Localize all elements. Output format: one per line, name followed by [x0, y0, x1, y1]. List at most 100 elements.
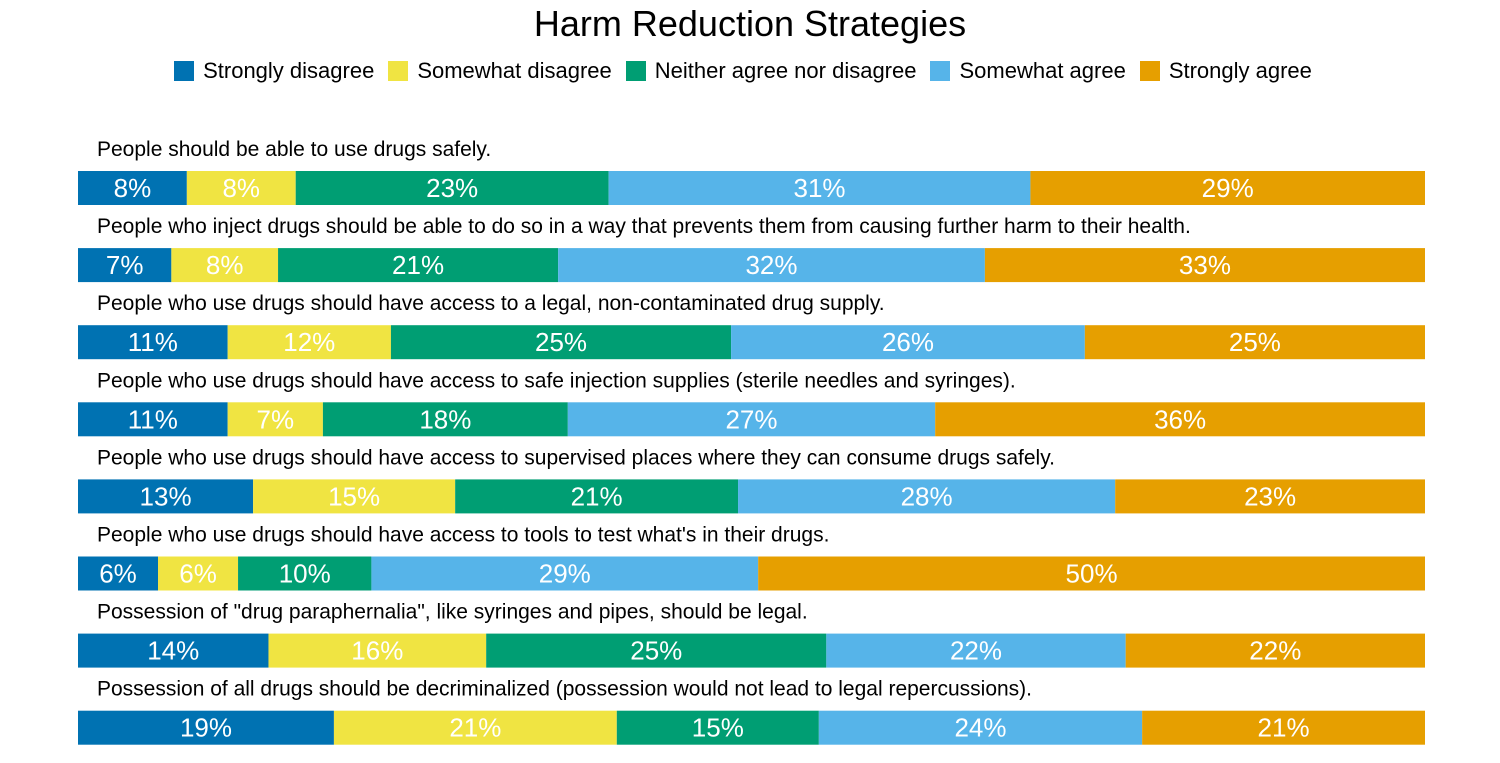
- bar-segment-strongly-agree: [1115, 479, 1425, 514]
- data-label: 36%: [1154, 404, 1206, 434]
- data-label: 24%: [954, 713, 1006, 743]
- bar-segment-strongly-disagree: [78, 479, 254, 514]
- legend-item-strongly-disagree: Strongly disagree: [174, 58, 374, 84]
- data-label: 21%: [1258, 713, 1310, 743]
- bar-segment-strongly-agree: [984, 248, 1425, 283]
- data-label: 22%: [950, 636, 1002, 666]
- data-label: 13%: [140, 481, 192, 511]
- bar-segment-strongly-agree: [935, 402, 1425, 437]
- chart-title: Harm Reduction Strategies: [533, 3, 967, 44]
- bar-segment-somewhat-disagree: [227, 402, 323, 437]
- legend-item-somewhat-disagree: Somewhat disagree: [388, 58, 612, 84]
- question-label: People who use drugs should have access …: [97, 446, 1055, 469]
- bar-segment-neither-agree-nor-disagree: [390, 325, 732, 360]
- data-label: 23%: [1244, 481, 1296, 511]
- data-label: 15%: [328, 481, 380, 511]
- data-label: 8%: [222, 173, 260, 203]
- data-label: 7%: [257, 404, 295, 434]
- question-label: Possession of all drugs should be decrim…: [97, 678, 1032, 701]
- bar-segment-somewhat-agree: [826, 633, 1126, 668]
- legend-label: Neither agree nor disagree: [654, 58, 917, 83]
- data-label: 18%: [419, 404, 471, 434]
- bar-segment-somewhat-agree: [371, 556, 759, 591]
- legend-item-strongly-agree: Strongly agree: [1139, 58, 1312, 84]
- data-label: 22%: [1249, 636, 1301, 666]
- legend: Strongly disagree Somewhat disagree Neithe…: [0, 58, 1500, 84]
- bar-segment-neither-agree-nor-disagree: [616, 710, 819, 745]
- data-label: 6%: [99, 559, 137, 589]
- bar-segment-neither-agree-nor-disagree: [278, 248, 559, 283]
- bar-segment-strongly-agree: [1142, 710, 1425, 745]
- legend-label: Strongly disagree: [203, 58, 375, 83]
- question-label: People who use drugs should have access …: [97, 369, 1016, 392]
- data-label: 26%: [882, 327, 934, 357]
- data-label: 11%: [128, 327, 178, 357]
- data-label: 7%: [106, 250, 144, 280]
- bar-segment-neither-agree-nor-disagree: [322, 402, 568, 437]
- data-label: 15%: [692, 713, 744, 743]
- data-label: 11%: [128, 404, 178, 434]
- bar-segment-somewhat-agree: [818, 710, 1143, 745]
- bar-segment-strongly-disagree: [78, 402, 228, 437]
- question-label: People should be able to use drugs safel…: [97, 138, 491, 161]
- bar-segment-somewhat-agree: [608, 171, 1031, 205]
- bar-segment-strongly-disagree: [78, 710, 334, 745]
- bar-segment-somewhat-agree: [558, 248, 985, 283]
- bar-segment-somewhat-disagree: [227, 325, 391, 360]
- bar-segment-strongly-agree: [1084, 325, 1425, 360]
- bar-segment-somewhat-disagree: [158, 556, 239, 591]
- question-label: Possession of "drug paraphernalia", like…: [97, 601, 808, 624]
- data-label: 19%: [180, 713, 232, 743]
- data-label: 21%: [392, 250, 444, 280]
- legend-item-neither-agree-nor-disagree: Neither agree nor disagree: [625, 58, 917, 84]
- bar-segment-strongly-agree: [758, 556, 1425, 591]
- data-label: 29%: [1202, 173, 1254, 203]
- bar-segment-strongly-disagree: [78, 248, 172, 283]
- data-label: 8%: [206, 250, 244, 280]
- bar-segment-somewhat-agree: [567, 402, 936, 437]
- data-label: 31%: [794, 173, 846, 203]
- bar-segment-strongly-disagree: [78, 171, 187, 205]
- bar-segment-neither-agree-nor-disagree: [486, 633, 827, 668]
- question-label: People who inject drugs should be able t…: [97, 215, 1191, 238]
- legend-swatch: [1139, 61, 1160, 81]
- legend-swatch: [930, 61, 951, 81]
- data-label: 29%: [539, 559, 591, 589]
- legend-label: Strongly agree: [1168, 58, 1312, 83]
- data-label: 25%: [1229, 327, 1281, 357]
- bar-segment-strongly-disagree: [78, 633, 269, 668]
- data-label: 25%: [630, 636, 682, 666]
- legend-label: Somewhat agree: [959, 58, 1126, 83]
- bar-segment-strongly-disagree: [78, 556, 159, 591]
- bar-segment-somewhat-disagree: [333, 710, 617, 745]
- bar-segment-strongly-disagree: [78, 325, 228, 360]
- data-label: 27%: [725, 404, 777, 434]
- bar-segment-strongly-agree: [1125, 633, 1425, 668]
- data-label: 50%: [1066, 559, 1118, 589]
- data-label: 21%: [571, 481, 623, 511]
- bar-segment-somewhat-disagree: [171, 248, 279, 283]
- bar-segment-somewhat-disagree: [253, 479, 456, 514]
- data-label: 8%: [114, 173, 152, 203]
- data-label: 28%: [901, 481, 953, 511]
- bar-segment-somewhat-disagree: [268, 633, 487, 668]
- question-label: People who use drugs should have access …: [97, 524, 829, 547]
- data-label: 32%: [745, 250, 797, 280]
- legend-label: Somewhat disagree: [417, 58, 612, 83]
- data-label: 25%: [535, 327, 587, 357]
- data-label: 16%: [351, 636, 403, 666]
- data-label: 6%: [179, 559, 217, 589]
- legend-swatch: [625, 61, 646, 81]
- data-label: 12%: [283, 327, 335, 357]
- legend-item-somewhat-agree: Somewhat agree: [930, 58, 1126, 84]
- question-label: People who use drugs should have access …: [97, 292, 885, 315]
- legend-swatch: [388, 61, 409, 81]
- data-label: 23%: [426, 173, 478, 203]
- bar-segment-neither-agree-nor-disagree: [295, 171, 609, 205]
- legend-swatch: [174, 61, 195, 81]
- data-label: 33%: [1179, 250, 1231, 280]
- bar-segment-somewhat-agree: [738, 479, 1116, 514]
- bar-segment-somewhat-disagree: [186, 171, 296, 205]
- data-label: 14%: [147, 636, 199, 666]
- bar-segment-somewhat-agree: [731, 325, 1085, 360]
